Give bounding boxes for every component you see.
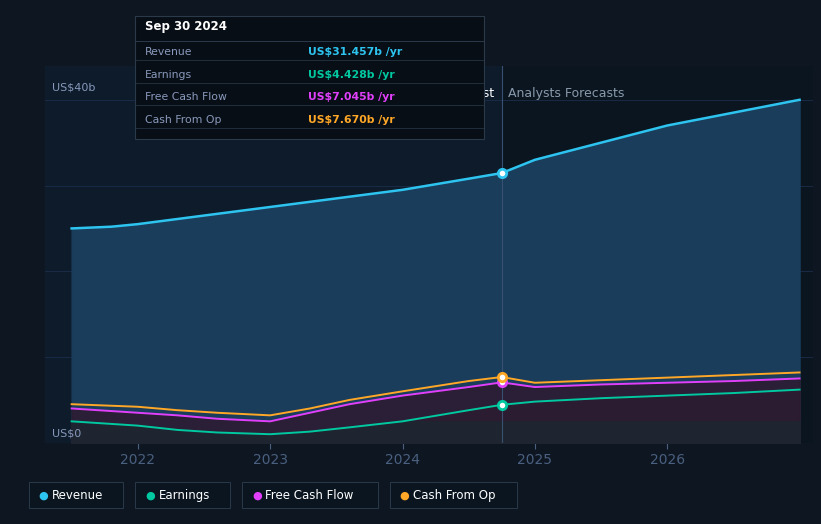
Text: ●: ● [252, 490, 262, 500]
Text: Earnings: Earnings [158, 489, 210, 501]
Text: US$7.670b /yr: US$7.670b /yr [308, 115, 395, 125]
Text: US$7.045b /yr: US$7.045b /yr [308, 92, 395, 102]
Text: Cash From Op: Cash From Op [145, 115, 222, 125]
Text: Revenue: Revenue [145, 47, 193, 57]
Text: Past: Past [469, 87, 495, 100]
Text: Analysts Forecasts: Analysts Forecasts [508, 87, 625, 100]
Text: US$40b: US$40b [52, 83, 95, 93]
Text: ●: ● [39, 490, 48, 500]
Text: US$0: US$0 [52, 429, 81, 439]
Text: ●: ● [145, 490, 155, 500]
Text: Revenue: Revenue [52, 489, 103, 501]
Text: Earnings: Earnings [145, 70, 192, 80]
Text: Sep 30 2024: Sep 30 2024 [145, 20, 227, 34]
Text: ●: ● [400, 490, 410, 500]
Text: Cash From Op: Cash From Op [413, 489, 495, 501]
Bar [502, 66, 813, 443]
Text: Free Cash Flow: Free Cash Flow [265, 489, 354, 501]
Text: Free Cash Flow: Free Cash Flow [145, 92, 227, 102]
Text: US$4.428b /yr: US$4.428b /yr [308, 70, 395, 80]
Text: US$31.457b /yr: US$31.457b /yr [308, 47, 402, 57]
